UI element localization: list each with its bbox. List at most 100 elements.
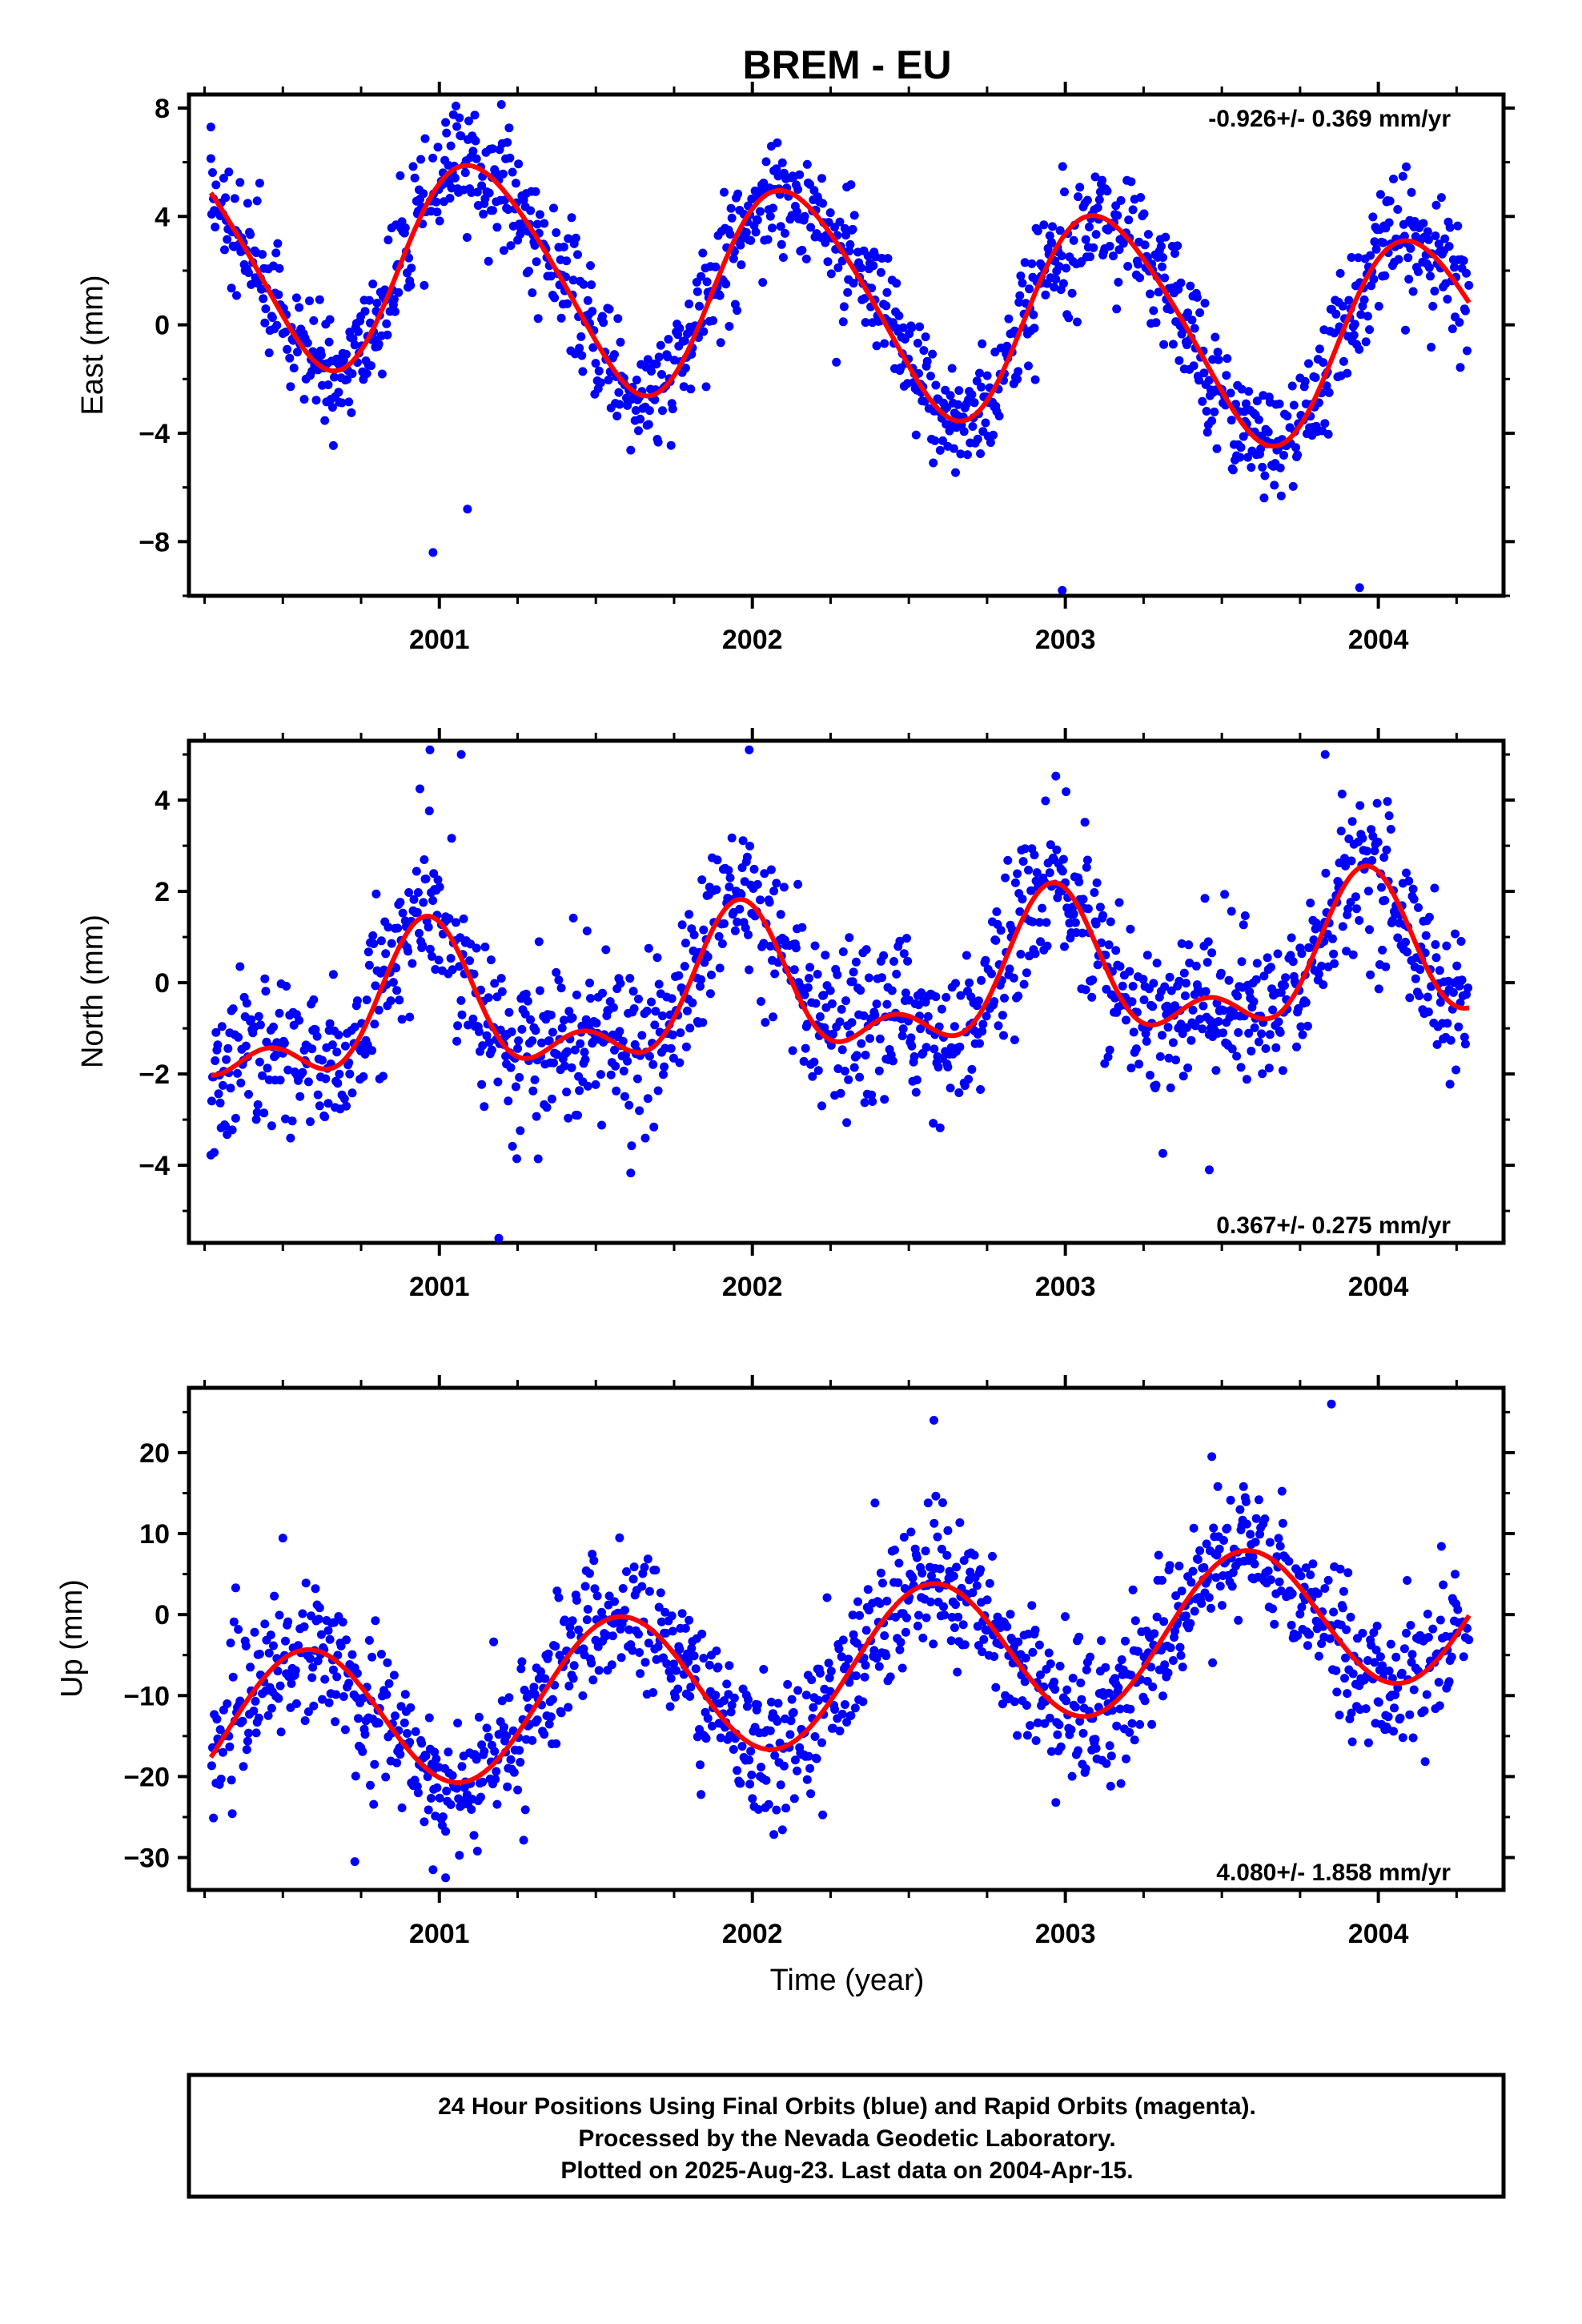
data-point [919, 346, 929, 356]
data-point [845, 239, 855, 249]
data-point [998, 1011, 1007, 1020]
data-point [352, 1669, 362, 1678]
data-point [834, 1644, 844, 1654]
data-point [528, 1086, 538, 1096]
north-rate-label: 0.367+/- 0.275 mm/yr [1216, 1212, 1451, 1239]
data-point [1300, 376, 1310, 386]
data-point [934, 1063, 943, 1072]
data-point [360, 1730, 370, 1739]
data-point [644, 420, 653, 429]
data-point [383, 923, 393, 932]
data-point [480, 1102, 489, 1112]
data-point [1050, 283, 1059, 292]
data-point [612, 1086, 621, 1096]
outlier-point [1058, 585, 1067, 595]
data-point [838, 947, 848, 956]
data-point [822, 1593, 832, 1602]
data-point [1075, 1716, 1085, 1726]
data-point [1204, 376, 1214, 385]
data-point [1303, 1021, 1312, 1031]
data-point [1276, 1586, 1286, 1596]
data-point [432, 207, 442, 217]
outlier-point [804, 1751, 813, 1761]
data-point [787, 1695, 797, 1704]
data-point [613, 314, 623, 324]
data-point [807, 1675, 817, 1685]
data-point [1033, 226, 1042, 235]
data-point [387, 939, 396, 948]
data-point [1308, 1559, 1318, 1569]
data-point [967, 1064, 977, 1074]
data-point [1016, 950, 1026, 959]
data-point [1446, 1035, 1456, 1045]
data-point [1408, 1733, 1418, 1743]
data-point [1251, 975, 1261, 984]
data-point [369, 1799, 379, 1809]
data-point [1022, 1731, 1032, 1740]
data-point [861, 1626, 871, 1635]
data-point [1165, 972, 1174, 982]
data-point [1295, 1610, 1305, 1618]
data-point [294, 1641, 303, 1651]
data-point [556, 983, 566, 993]
data-point [516, 1758, 525, 1767]
data-point [1405, 993, 1415, 1003]
data-point [572, 990, 581, 999]
data-point [1112, 304, 1122, 314]
data-point [1330, 959, 1339, 968]
data-point [1090, 888, 1099, 897]
data-point [547, 1094, 556, 1104]
data-point [730, 926, 740, 935]
data-point [1030, 949, 1040, 959]
data-point [691, 1664, 701, 1674]
data-point [921, 1043, 931, 1052]
data-point [1419, 219, 1428, 228]
data-point [651, 1007, 661, 1016]
data-point [1006, 1610, 1015, 1619]
data-point [381, 1772, 391, 1782]
data-point [795, 170, 805, 179]
data-point [1430, 883, 1439, 893]
data-point [1460, 1039, 1470, 1049]
data-point [642, 1007, 652, 1015]
data-point [1060, 187, 1069, 197]
data-point [452, 1783, 462, 1793]
data-point [720, 919, 729, 928]
data-point [1414, 903, 1423, 912]
data-point [628, 1574, 638, 1584]
data-point [654, 1602, 664, 1612]
data-point [1373, 838, 1383, 846]
ytick-label: −8 [139, 527, 170, 557]
data-point [1386, 1639, 1395, 1649]
data-point [1208, 1658, 1218, 1667]
data-point [1174, 976, 1184, 986]
data-point [768, 223, 777, 233]
data-point [431, 965, 440, 974]
data-point [1419, 1706, 1429, 1715]
data-point [1404, 876, 1414, 886]
data-point [1296, 1571, 1306, 1581]
outlier-point [1355, 583, 1364, 593]
data-point [551, 1642, 560, 1651]
data-point [1340, 1674, 1349, 1683]
data-point [1018, 279, 1027, 287]
data-point [724, 866, 733, 875]
data-point [480, 1747, 489, 1756]
data-point [1423, 1007, 1433, 1017]
data-point [514, 159, 524, 169]
data-point [1114, 898, 1124, 907]
data-point [231, 1113, 240, 1123]
data-point [597, 1120, 606, 1130]
xtick-label: 2001 [409, 1272, 470, 1302]
data-point [258, 250, 267, 259]
data-point [1411, 974, 1420, 983]
data-point [1434, 1678, 1443, 1687]
data-point [770, 1751, 780, 1760]
data-point [1131, 1044, 1141, 1054]
data-point [611, 1061, 620, 1071]
data-point [358, 1747, 367, 1756]
data-point [362, 995, 371, 1005]
data-point [1122, 1015, 1130, 1025]
data-point [982, 1595, 992, 1605]
xtick-label: 2002 [722, 1919, 783, 1949]
